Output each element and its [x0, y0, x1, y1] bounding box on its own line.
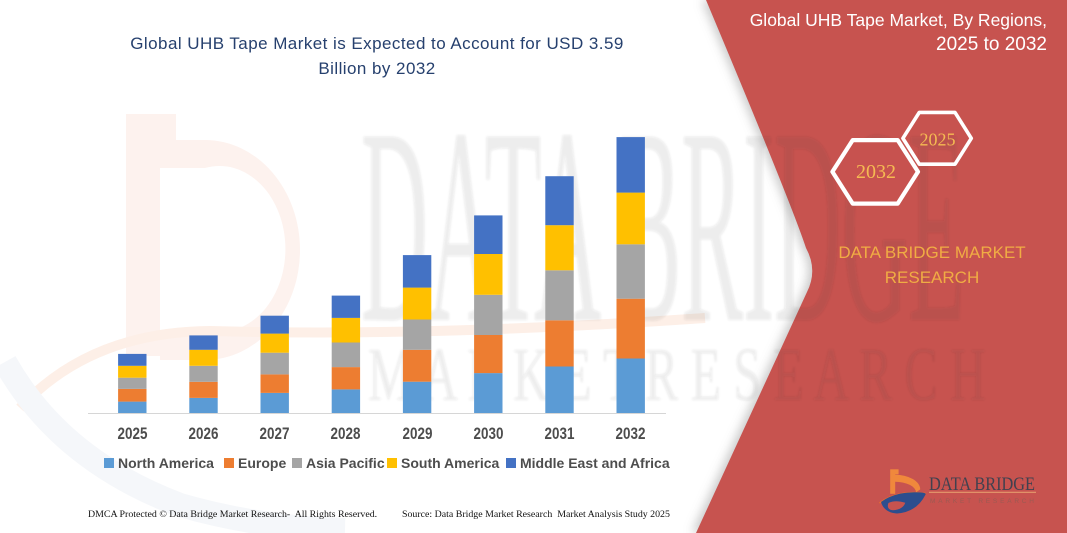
svg-text:M A R K E T R E S E A R C H: M A R K E T R E S E A R C H: [368, 333, 986, 417]
svg-text:DATA BRIDGE: DATA BRIDGE: [929, 474, 1035, 495]
svg-text:DATA BRIDGE: DATA BRIDGE: [361, 70, 965, 381]
svg-text:2025: 2025: [920, 130, 956, 150]
svg-text:MARKET RESEARCH: MARKET RESEARCH: [930, 498, 1034, 505]
svg-text:2032: 2032: [856, 161, 896, 183]
